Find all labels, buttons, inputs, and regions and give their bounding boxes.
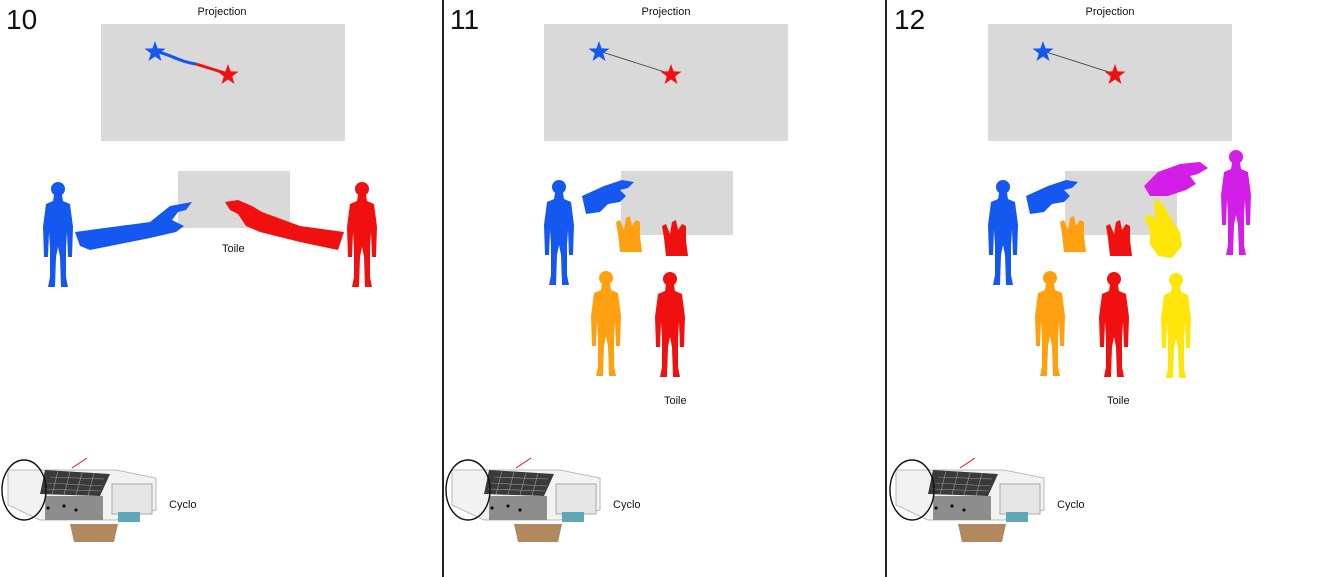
- room-model: [895, 457, 1045, 542]
- orange-hand-icon: [616, 216, 642, 252]
- magenta-person-icon: [1221, 150, 1251, 255]
- panel-11: 11 Projection Toile Cyclo: [444, 0, 887, 577]
- cyclo-label: Cyclo: [169, 499, 197, 511]
- panel-12: 12 Projection Toile Cyclo: [888, 0, 1331, 577]
- panel-11-scene: [445, 24, 788, 542]
- orange-person-icon: [591, 271, 621, 376]
- blue-person-icon: [43, 182, 73, 287]
- projection-label: Projection: [641, 6, 691, 18]
- blue-star-icon: [1032, 41, 1054, 61]
- magenta-hand-icon: [1144, 162, 1208, 196]
- orange-hand-icon: [1060, 216, 1086, 252]
- panel-divider: [442, 0, 444, 577]
- cyclo-label: Cyclo: [613, 499, 641, 511]
- yellow-hand-icon: [1144, 198, 1182, 258]
- projection-label: Projection: [197, 6, 247, 18]
- red-hand-icon: [1106, 220, 1132, 256]
- connection-line: [1042, 50, 1116, 75]
- step-number: 10: [6, 4, 38, 35]
- red-star-icon: [660, 64, 682, 84]
- yellow-person-icon: [1161, 273, 1191, 378]
- red-star-icon: [217, 64, 239, 84]
- step-number: 12: [894, 4, 926, 35]
- blue-star-icon: [588, 41, 610, 61]
- toile-label: Toile: [222, 243, 245, 255]
- connection-line: [598, 50, 672, 75]
- blue-person-icon: [544, 180, 574, 285]
- projection-label: Projection: [1085, 6, 1135, 18]
- blue-hand-icon: [582, 180, 634, 214]
- room-highlight-circle: [889, 459, 935, 521]
- red-star-icon: [1104, 64, 1126, 84]
- panel-10: 10 Projection Toile Cyclo: [0, 0, 443, 577]
- red-hand-icon: [662, 220, 688, 256]
- red-person-icon: [655, 272, 685, 377]
- red-arm-icon: [225, 200, 344, 250]
- red-person-icon: [1099, 272, 1129, 377]
- blue-arm-icon: [75, 202, 192, 250]
- toile-label: Toile: [664, 395, 687, 407]
- room-model: [451, 457, 601, 542]
- room-model: [7, 457, 157, 542]
- panel-divider: [885, 0, 887, 577]
- cyclo-label: Cyclo: [1057, 499, 1085, 511]
- room-highlight-circle: [445, 459, 491, 521]
- panel-10-scene: [1, 24, 377, 542]
- toile-label: Toile: [1107, 395, 1130, 407]
- room-highlight-circle: [1, 459, 47, 521]
- panel-12-scene: [889, 24, 1251, 542]
- step-number: 11: [450, 4, 480, 35]
- orange-person-icon: [1035, 271, 1065, 376]
- blue-star-icon: [144, 41, 166, 61]
- blue-person-icon: [988, 180, 1018, 285]
- red-person-icon: [347, 182, 377, 287]
- blue-hand-icon: [1026, 180, 1078, 214]
